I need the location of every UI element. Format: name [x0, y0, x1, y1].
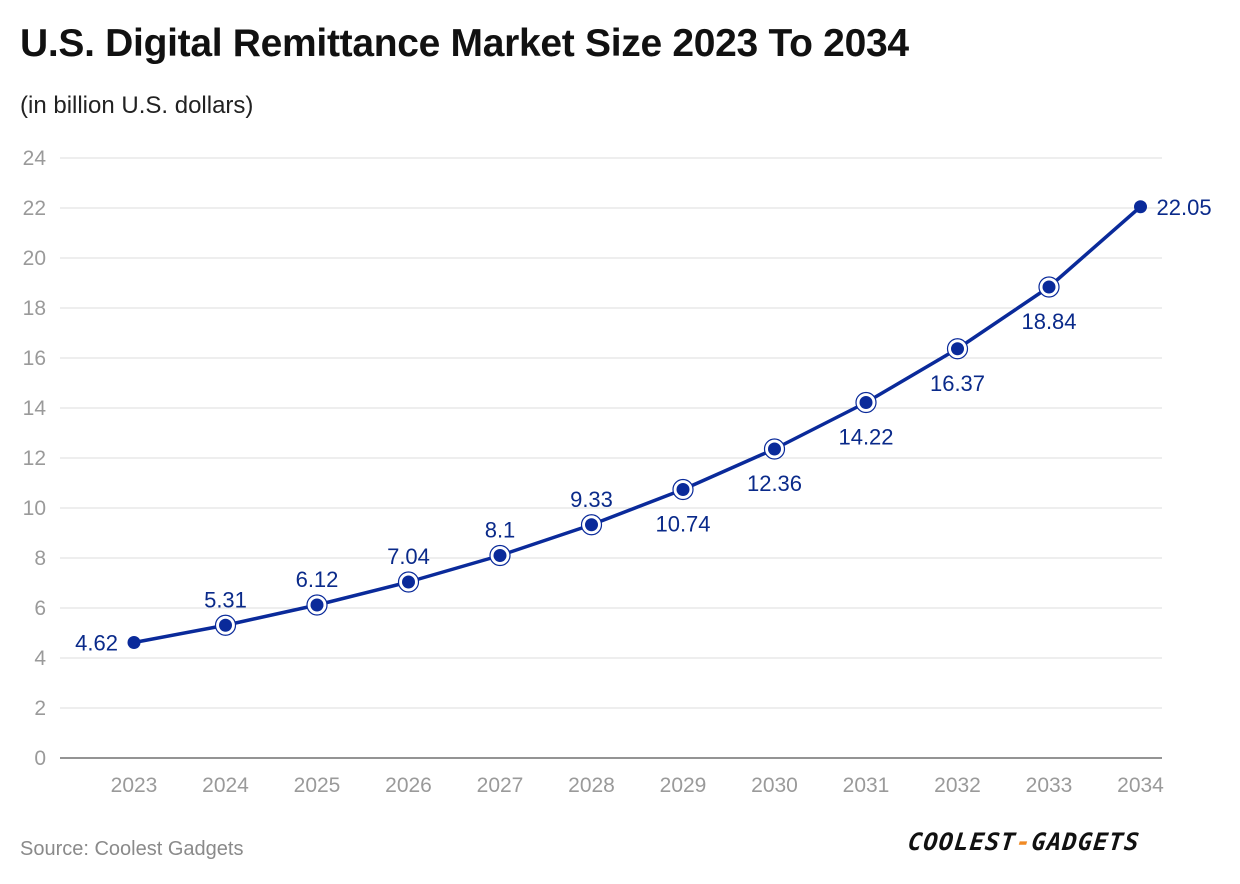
data-label: 8.1 — [485, 518, 516, 543]
chart-title: U.S. Digital Remittance Market Size 2023… — [20, 22, 909, 65]
data-label: 14.22 — [838, 425, 893, 450]
x-tick-label: 2024 — [202, 774, 249, 797]
y-tick-label: 6 — [34, 597, 46, 620]
chart-subtitle: (in billion U.S. dollars) — [20, 92, 254, 119]
data-label: 22.05 — [1157, 195, 1212, 220]
data-label: 10.74 — [655, 512, 710, 537]
data-point — [585, 518, 598, 532]
data-label: 7.04 — [387, 544, 430, 569]
brand-logo: COOLEST-GADGETS — [907, 828, 1142, 856]
data-label: 5.31 — [204, 587, 247, 612]
y-tick-label: 2 — [34, 697, 46, 720]
x-tick-label: 2027 — [477, 774, 524, 797]
x-tick-label: 2025 — [294, 774, 341, 797]
y-tick-label: 8 — [34, 547, 46, 570]
data-point — [1042, 280, 1056, 294]
y-tick-label: 16 — [23, 347, 46, 370]
x-tick-label: 2023 — [111, 774, 158, 797]
logo-left-text: COOLEST — [906, 828, 1018, 856]
x-tick-label: 2033 — [1026, 774, 1073, 797]
source-note: Source: Coolest Gadgets — [20, 838, 244, 860]
y-tick-label: 14 — [23, 397, 47, 420]
data-label: 12.36 — [747, 471, 802, 496]
x-tick-label: 2029 — [660, 774, 707, 797]
x-tick-label: 2034 — [1117, 774, 1164, 797]
y-tick-label: 24 — [23, 147, 47, 170]
x-tick-label: 2032 — [934, 774, 981, 797]
data-label: 6.12 — [296, 567, 339, 592]
data-label: 16.37 — [930, 371, 985, 396]
y-tick-label: 4 — [34, 647, 46, 670]
data-point — [951, 342, 964, 356]
data-point — [310, 598, 324, 612]
data-point — [127, 636, 141, 649]
data-point — [768, 442, 781, 456]
data-point — [859, 396, 873, 409]
y-tick-label: 12 — [23, 447, 46, 470]
data-label: 4.62 — [75, 631, 118, 656]
y-tick-label: 0 — [34, 747, 46, 770]
data-label: 9.33 — [570, 487, 613, 512]
data-point — [1134, 200, 1147, 214]
data-label: 18.84 — [1021, 309, 1076, 334]
data-point — [676, 483, 690, 496]
x-tick-label: 2030 — [751, 774, 798, 797]
y-tick-label: 22 — [23, 197, 46, 220]
x-tick-label: 2031 — [843, 774, 890, 797]
y-tick-label: 10 — [23, 497, 46, 520]
y-tick-label: 20 — [23, 247, 46, 270]
logo-right-text: GADGETS — [1030, 828, 1142, 856]
y-tick-label: 18 — [23, 297, 46, 320]
data-point — [219, 618, 232, 632]
series-line — [132, 205, 1143, 645]
x-tick-label: 2028 — [568, 774, 615, 797]
data-point — [493, 549, 507, 562]
x-tick-label: 2026 — [385, 774, 432, 797]
data-point — [402, 575, 415, 589]
